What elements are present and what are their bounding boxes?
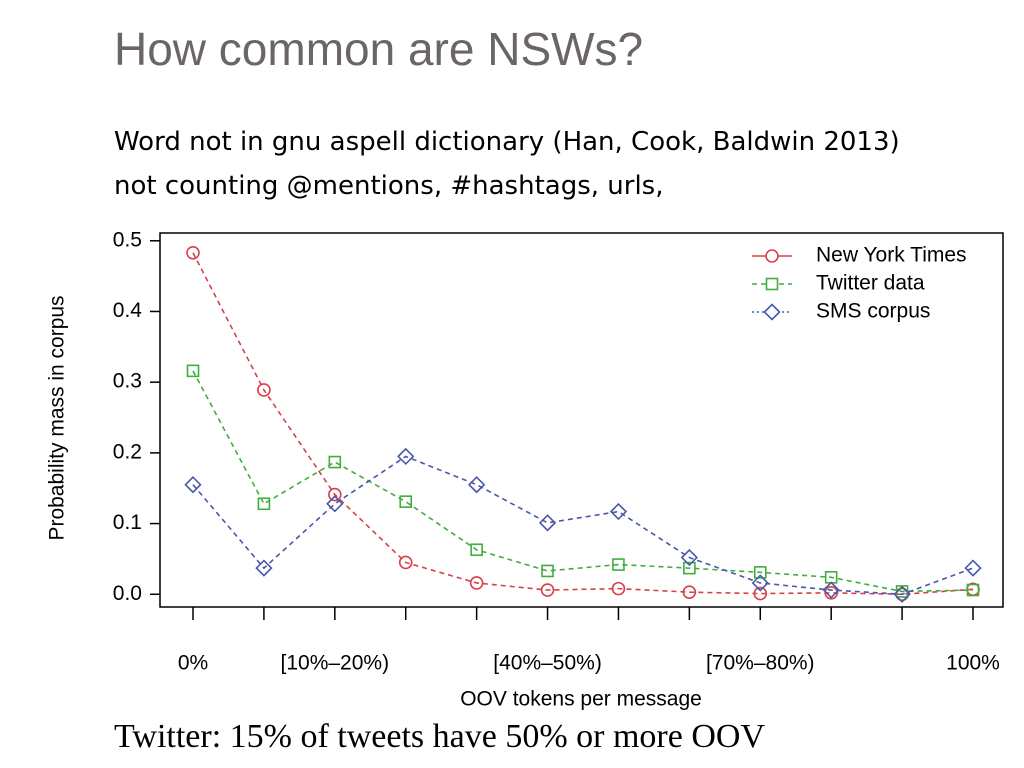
data-point [683, 561, 696, 575]
data-point [966, 583, 980, 597]
data-point [753, 586, 768, 601]
slide-text: Word not in gnu aspell dictionary (Han, … [114, 127, 900, 201]
plot-frame [159, 232, 1004, 608]
data-point [328, 455, 342, 469]
data-point [326, 495, 344, 513]
data-point [398, 555, 413, 570]
y-axis-label: Probability mass in corpus [46, 295, 69, 540]
x-axis-label: OOV tokens per message [460, 688, 702, 711]
data-point [824, 586, 838, 600]
data-point [257, 497, 271, 511]
series-line [192, 455, 974, 596]
y-tick-label: 0.5 [113, 228, 142, 251]
data-point [399, 495, 413, 508]
data-point [469, 576, 484, 590]
x-tick-label: 100% [946, 652, 1000, 675]
legend-label: New York Times [816, 244, 967, 267]
data-point [611, 581, 626, 596]
slide-title: How common are NSWs? [114, 23, 644, 75]
data-point [470, 543, 483, 557]
data-point [753, 566, 767, 579]
data-point [255, 559, 273, 577]
data-point [680, 548, 698, 567]
data-point [893, 585, 911, 603]
data-point [682, 585, 697, 599]
legend-label: SMS corpus [816, 300, 930, 323]
data-point [964, 559, 982, 577]
series-line [192, 252, 974, 596]
x-tick-label: 0% [178, 652, 208, 675]
legend-marker [765, 277, 779, 291]
x-tick-label: [70%–80%) [706, 652, 815, 675]
data-point [541, 564, 554, 578]
y-tick-label: 0.3 [113, 370, 142, 393]
slide-footer: Twitter: 15% of tweets have 50% or more … [114, 718, 765, 755]
data-point [468, 476, 486, 494]
data-point [257, 383, 271, 397]
legend-marker [765, 249, 779, 263]
data-point [822, 581, 840, 599]
data-point [751, 574, 769, 592]
series-line [192, 370, 974, 593]
legend-label: Twitter data [816, 272, 925, 295]
data-point [186, 245, 200, 260]
data-point [186, 364, 200, 378]
data-point [328, 487, 342, 502]
x-tick-label: [40%–50%) [493, 652, 602, 675]
x-tick-label: [10%–20%) [281, 652, 390, 675]
data-point [609, 502, 628, 521]
y-tick-label: 0.2 [113, 440, 142, 463]
legend-marker [763, 303, 781, 321]
y-tick-label: 0.4 [113, 299, 143, 322]
data-point [397, 447, 415, 466]
y-tick-label: 0.1 [113, 511, 142, 534]
data-point [184, 476, 202, 494]
data-point [538, 514, 557, 532]
y-tick-label: 0.0 [113, 582, 142, 605]
data-point [612, 558, 625, 571]
data-point [540, 583, 555, 597]
